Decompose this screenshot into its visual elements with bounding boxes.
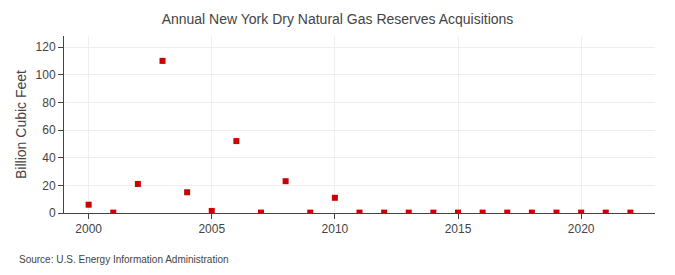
svg-text:Billion Cubic Feet: Billion Cubic Feet <box>13 70 29 179</box>
svg-text:2020: 2020 <box>568 222 595 236</box>
svg-text:Annual New York Dry Natural Ga: Annual New York Dry Natural Gas Reserves… <box>162 11 514 27</box>
svg-text:2015: 2015 <box>445 222 472 236</box>
svg-text:120: 120 <box>36 40 56 54</box>
svg-text:2005: 2005 <box>198 222 225 236</box>
svg-text:100: 100 <box>36 68 56 82</box>
svg-text:20: 20 <box>42 179 56 193</box>
svg-text:40: 40 <box>42 151 56 165</box>
svg-text:0: 0 <box>49 206 56 220</box>
svg-text:2000: 2000 <box>75 222 102 236</box>
svg-text:2010: 2010 <box>322 222 349 236</box>
svg-text:60: 60 <box>42 123 56 137</box>
svg-text:80: 80 <box>42 96 56 110</box>
svg-text:Source: U.S. Energy Informatio: Source: U.S. Energy Information Administ… <box>19 254 229 265</box>
